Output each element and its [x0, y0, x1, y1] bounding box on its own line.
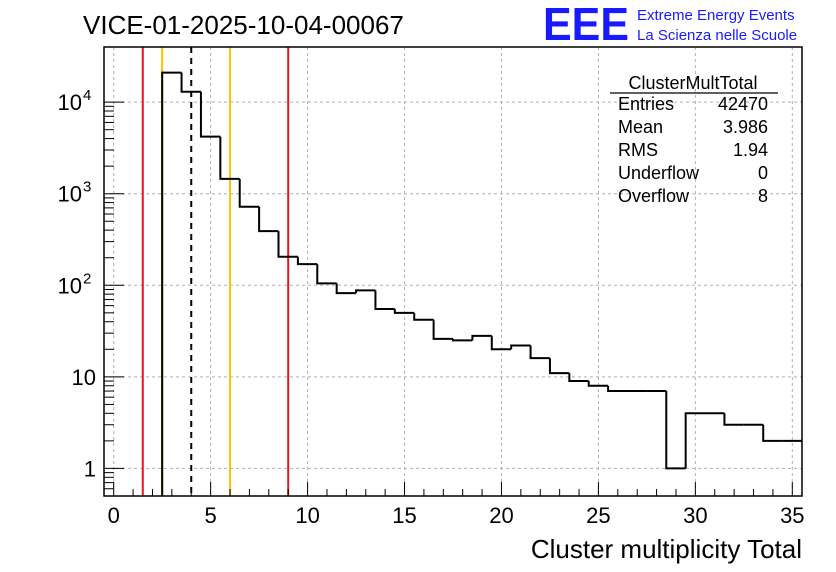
histogram-bin	[762, 424, 783, 442]
histogram-bin	[413, 312, 434, 321]
y-tick-label: 10	[58, 90, 82, 115]
histogram-bin	[393, 309, 415, 314]
x-tick-label: 5	[205, 503, 217, 528]
histogram-bin	[548, 358, 570, 375]
histogram-bin	[219, 136, 240, 180]
stats-label: Entries	[618, 94, 674, 114]
stats-value: 1.94	[733, 140, 768, 160]
histogram-bin	[684, 412, 706, 469]
grid	[104, 47, 802, 496]
histogram-bin	[607, 385, 628, 393]
stats-value: 42470	[718, 94, 768, 114]
eee-logo-mark: EEE	[543, 0, 629, 50]
stats-label: Mean	[618, 117, 663, 137]
histogram-bin	[180, 72, 201, 93]
histogram-bin	[296, 256, 318, 266]
y-tick-exponent: 2	[83, 270, 91, 287]
x-tick-label: 30	[683, 503, 707, 528]
x-tick-label: 0	[108, 503, 120, 528]
histogram-bin	[316, 264, 337, 285]
histogram-bin	[238, 178, 260, 208]
stats-label: Underflow	[618, 163, 700, 183]
histogram-bin	[510, 344, 531, 350]
x-tick-label: 10	[295, 503, 319, 528]
x-axis-label: Cluster multiplicity Total	[531, 534, 802, 564]
stats-label: RMS	[618, 140, 658, 160]
stats-box-title: ClusterMultTotal	[628, 73, 757, 93]
y-tick-label: 1	[84, 456, 96, 481]
histogram-bin	[432, 319, 453, 340]
plot-frame	[103, 46, 803, 497]
stats-value: 3.986	[723, 117, 768, 137]
histogram-bin	[568, 373, 589, 383]
stats-value: 0	[758, 163, 768, 183]
histogram-bin	[161, 71, 182, 496]
histogram-bin	[529, 345, 550, 360]
logo-line-2: La Scienza nelle Scuole	[637, 27, 797, 44]
histogram-bin	[490, 335, 512, 351]
histogram-bin	[587, 381, 609, 387]
histogram-bin	[374, 290, 395, 311]
histogram-bin	[452, 338, 473, 342]
stats-box: ClusterMultTotal Entries 42470 Mean 3.986 RM…	[610, 73, 778, 206]
histogram-bin	[335, 283, 357, 295]
y-tick-label: 10	[58, 273, 82, 298]
histogram-bin	[723, 413, 744, 426]
logo-line-1: Extreme Energy Events	[637, 7, 795, 24]
histogram-bin	[355, 289, 376, 294]
histogram-bin	[277, 231, 298, 258]
histogram-bin	[665, 391, 686, 470]
x-tick-label: 15	[392, 503, 416, 528]
histogram-bars	[161, 71, 802, 496]
y-tick-label: 10	[58, 182, 82, 207]
stats-value: 8	[758, 186, 768, 206]
y-tick-label: 10	[72, 365, 96, 390]
stats-label: Overflow	[618, 186, 690, 206]
x-tick-label: 35	[780, 503, 804, 528]
threshold-lines	[141, 47, 290, 496]
y-tick-exponent: 3	[83, 179, 91, 196]
y-tick-exponent: 4	[83, 87, 91, 104]
histogram-bin	[199, 91, 221, 138]
x-tick-label: 25	[586, 503, 610, 528]
eee-logo: EEE Extreme Energy Events La Scienza nel…	[543, 0, 797, 50]
chart-title: VICE-01-2025-10-04-00067	[83, 10, 404, 40]
x-tick-label: 20	[489, 503, 513, 528]
histogram-bin	[471, 334, 492, 341]
histogram-bin	[258, 206, 279, 233]
